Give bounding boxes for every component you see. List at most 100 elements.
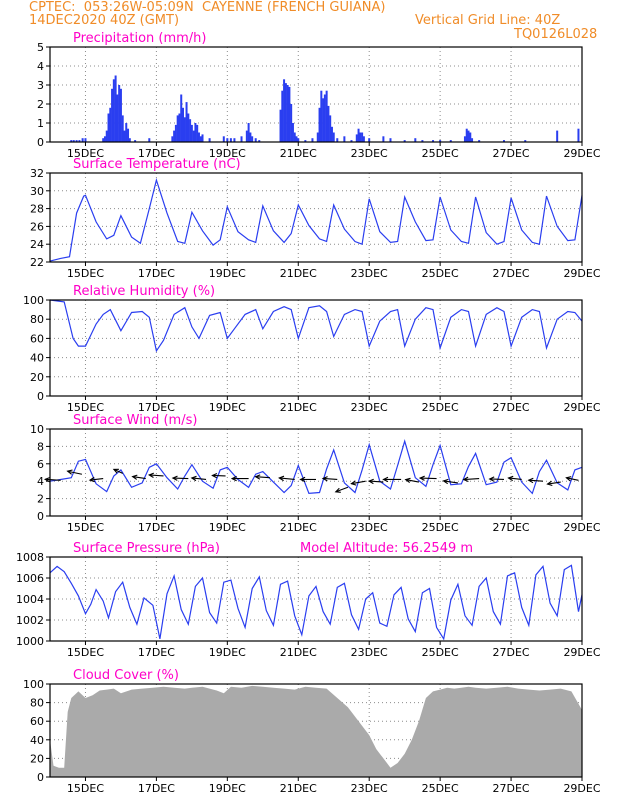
wind-arrow-shaft <box>191 477 207 481</box>
wind-arrow-head <box>321 476 328 482</box>
x-tick-label: 21DEC <box>280 646 317 659</box>
wind-arrow <box>334 486 349 493</box>
precip-bar <box>240 136 243 142</box>
precip-bar <box>254 138 257 142</box>
x-tick-label: 23DEC <box>351 267 388 280</box>
x-tick-label: 21DEC <box>280 267 317 280</box>
panel-title: Surface Pressure (hPa) <box>73 541 220 556</box>
wind-arrow <box>147 472 164 478</box>
panel-pres: Surface Pressure (hPa) Model Altitude: 56… <box>16 541 601 659</box>
x-tick-label: 15DEC <box>67 267 104 280</box>
x-tick-label: 17DEC <box>138 782 175 795</box>
wind-arrow <box>131 474 146 480</box>
precip-bar <box>465 128 468 142</box>
y-tick-label: 30 <box>30 185 44 198</box>
x-tick-label: 27DEC <box>493 401 530 414</box>
wind-arrow <box>462 476 480 483</box>
precip-bar <box>357 128 360 142</box>
precip-bar <box>222 136 225 142</box>
wind-arrow <box>321 476 338 482</box>
x-tick-label: 15DEC <box>67 147 104 160</box>
precip-bar <box>189 119 192 142</box>
y-tick-label: 2 <box>37 98 44 111</box>
wind-arrow-head <box>254 474 261 480</box>
wind-arrow <box>382 476 402 483</box>
precip-bar <box>182 107 184 142</box>
wind-arrow-shaft <box>489 478 504 481</box>
wind-arrow <box>404 477 419 483</box>
precip-bar <box>329 115 332 142</box>
precip-bar <box>111 88 114 142</box>
precip-bar <box>112 79 115 142</box>
wind-arrow-head <box>147 472 155 478</box>
panel-precip: Precipitation (mm/h) 0 1 2 3 4 5 15DEC 17DEC 19DE… <box>37 31 601 160</box>
y-tick-label: 60 <box>30 715 44 728</box>
wind-arrow <box>442 478 458 485</box>
wind-arrow-head <box>462 476 469 483</box>
precip-bar <box>361 132 364 142</box>
precip-bar <box>226 138 229 142</box>
x-tick-label: 15DEC <box>67 782 104 795</box>
precip-bar <box>577 128 580 142</box>
precip-bar <box>148 138 151 142</box>
precip-bar <box>102 138 105 142</box>
precip-bar <box>199 136 202 142</box>
precip-bar <box>187 113 190 142</box>
precip-bar <box>173 130 176 142</box>
precip-bar <box>196 124 199 142</box>
panel-frame <box>49 172 583 263</box>
precip-bar <box>81 138 84 142</box>
precip-bar <box>84 138 87 142</box>
precip-bar <box>382 136 385 142</box>
precip-bar <box>297 138 300 142</box>
precip-bar <box>127 128 130 142</box>
precip-bar <box>229 138 232 142</box>
precip-bar <box>286 85 289 142</box>
y-tick-label: 0 <box>37 771 44 784</box>
wind-arrow-shaft <box>443 480 458 484</box>
precip-bar <box>556 130 559 142</box>
x-tick-label: 27DEC <box>493 782 530 795</box>
cloud-cover-area <box>50 685 582 777</box>
wind-arrow-shaft <box>335 486 349 493</box>
precip-bar <box>336 138 339 142</box>
precip-bar <box>478 140 481 142</box>
wind-arrow-head <box>230 475 237 482</box>
y-tick-label: 40 <box>30 352 44 365</box>
y-tick-label: 1006 <box>16 572 44 585</box>
panel-temp: Surface Temperature (nC) 22 24 26 28 30 32 15DE… <box>30 157 601 280</box>
panel-rh: Relative Humidity (%) 0 20 40 60 80 100 15DEC 17… <box>23 284 601 414</box>
precip-bar <box>176 115 179 142</box>
wind-arrow-shaft <box>149 474 164 477</box>
wind-arrow-shaft <box>255 476 270 479</box>
x-tick-label: 19DEC <box>209 401 246 414</box>
precip-bar <box>403 140 406 142</box>
precip-bar <box>121 115 124 142</box>
precip-bar <box>355 134 358 142</box>
x-tick-label: 25DEC <box>422 147 459 160</box>
wind-arrow <box>418 475 437 481</box>
x-tick-label: 25DEC <box>422 521 459 534</box>
wind-arrow-head <box>190 475 197 482</box>
x-tick-label: 15DEC <box>67 521 104 534</box>
wind-arrow <box>507 475 522 482</box>
y-tick-label: 22 <box>30 256 44 269</box>
x-tick-label: 25DEC <box>422 782 459 795</box>
y-tick-label: 0 <box>37 510 44 523</box>
precip-bar <box>439 140 442 142</box>
wind-arrow <box>299 476 316 483</box>
panel-title: Precipitation (mm/h) <box>73 31 206 46</box>
precip-bar <box>245 130 248 142</box>
precip-bar <box>72 140 75 142</box>
y-tick-label: 3 <box>37 79 44 92</box>
wind-arrow-head <box>546 480 553 487</box>
wind-arrow-shaft <box>45 478 61 481</box>
wind-arrow <box>112 468 123 474</box>
x-tick-label: 29DEC <box>563 401 600 414</box>
wind-arrow-head <box>334 487 341 493</box>
wind-arrow-shaft <box>566 477 579 481</box>
y-tick-label: 1000 <box>16 635 44 648</box>
wind-arrow-head <box>367 478 374 485</box>
wind-arrow-head <box>171 475 178 481</box>
x-tick-label: 29DEC <box>563 267 600 280</box>
